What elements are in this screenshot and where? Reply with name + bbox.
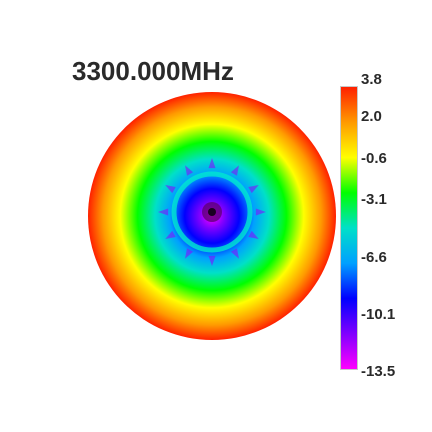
pattern-lobe-spike bbox=[165, 185, 176, 194]
pattern-null-center bbox=[208, 208, 216, 216]
pattern-lobe-spike bbox=[208, 158, 216, 169]
colorbar-tick-label: -10.1 bbox=[361, 306, 396, 324]
colorbar-tick-label: -3.1 bbox=[361, 191, 387, 209]
pattern-lobe-spike bbox=[165, 230, 176, 239]
colorbar-tick-label: 3.8 bbox=[361, 71, 382, 88]
pattern-lobe-spike bbox=[208, 255, 216, 266]
pattern-lobe-spike bbox=[248, 185, 259, 194]
chart-title: 3300.000MHz bbox=[72, 56, 234, 86]
pattern-lobe-spike bbox=[158, 208, 169, 216]
pattern-lobe-spike bbox=[248, 230, 259, 239]
colorbar-tick-label: 2.0 bbox=[361, 107, 382, 125]
pattern-lobe-spike bbox=[185, 165, 194, 176]
pattern-lobe-spike bbox=[185, 248, 194, 259]
colorbar-tick-label: -6.6 bbox=[361, 248, 387, 266]
pattern-lobe-spike bbox=[230, 248, 239, 259]
colorbar-scale bbox=[340, 86, 358, 370]
pattern-lobe-spike bbox=[230, 165, 239, 176]
colorbar-tick-label: -13.5 bbox=[361, 363, 396, 380]
pattern-contour-ring bbox=[171, 171, 253, 253]
pattern-lobe-spike bbox=[255, 208, 266, 216]
radiation-pattern-plot bbox=[88, 92, 336, 340]
colorbar-tick-label: -0.6 bbox=[361, 150, 387, 168]
